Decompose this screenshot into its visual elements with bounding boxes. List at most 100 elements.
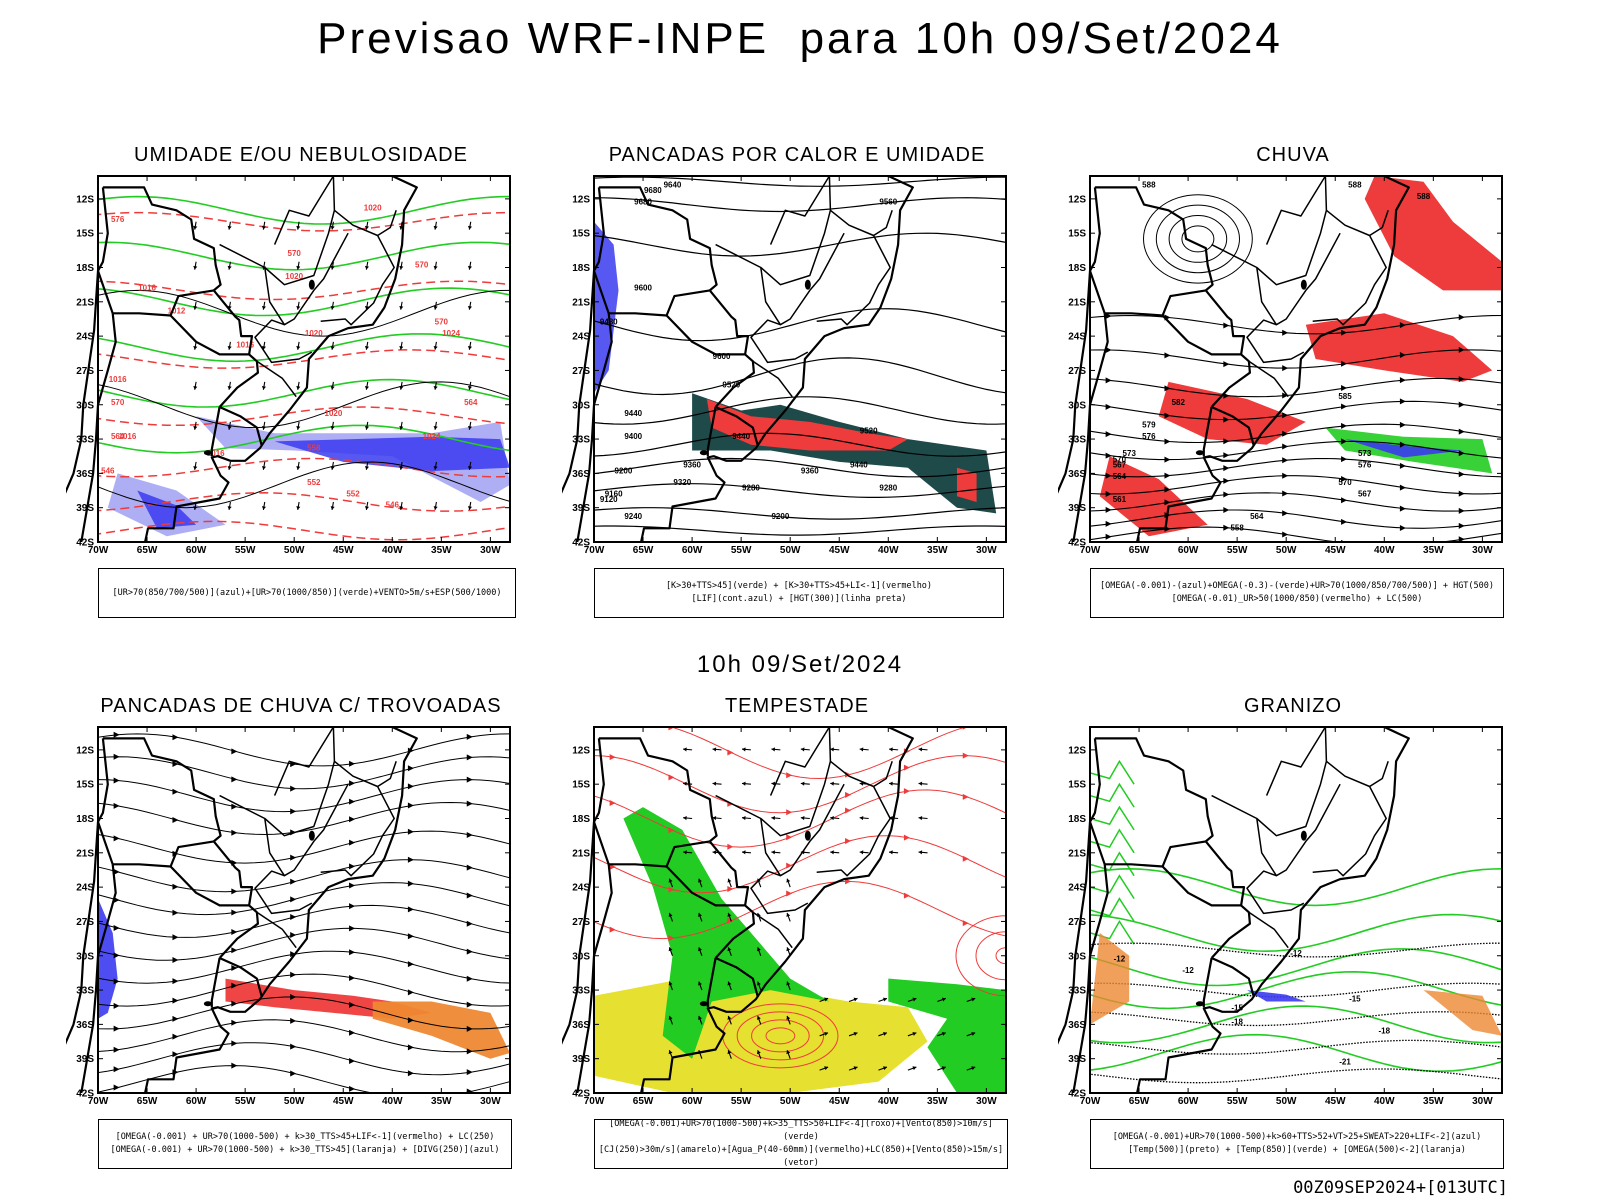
contour-label: 9560 xyxy=(879,198,897,207)
streamline-arrow xyxy=(172,934,178,940)
reservoir xyxy=(805,831,811,841)
streamline-arrow xyxy=(290,896,296,902)
lon-tick-label: 30W xyxy=(1472,545,1493,554)
lat-tick-label: 30S xyxy=(76,951,94,962)
contour-label: 570 xyxy=(1338,478,1352,487)
streamline-arrow xyxy=(467,1069,473,1075)
lat-tick-label: 33S xyxy=(1068,986,1086,997)
contour-label: -21 xyxy=(1339,1057,1351,1066)
lon-tick-label: 45W xyxy=(333,1096,354,1105)
lon-tick-label: 50W xyxy=(1276,545,1297,554)
wind-vector xyxy=(742,782,746,786)
wind-vector xyxy=(889,782,893,786)
rain-area xyxy=(1306,313,1492,382)
lat-tick-label: 21S xyxy=(572,297,590,308)
streamline-arrow xyxy=(1223,492,1229,498)
streamline-arrow xyxy=(408,906,414,912)
lon-tick-label: 55W xyxy=(731,1096,752,1105)
lat-tick-label: 33S xyxy=(572,986,590,997)
lat-tick-label: 18S xyxy=(1068,263,1086,274)
lon-tick-label: 65W xyxy=(137,545,158,554)
rain-area xyxy=(1365,176,1502,290)
country-border xyxy=(1206,290,1244,354)
high-pressure-contour xyxy=(1169,216,1227,263)
state-border xyxy=(378,761,397,786)
streamline-250 xyxy=(78,734,529,766)
streamline-arrow xyxy=(1459,491,1465,497)
lon-tick-label: 30W xyxy=(976,545,997,554)
streamline-arrow xyxy=(408,1095,414,1101)
streamline-arrow xyxy=(1164,473,1170,479)
lon-tick-label: 65W xyxy=(1129,545,1150,554)
contour-label: 576 xyxy=(111,215,125,224)
streamline-arrow xyxy=(727,886,733,892)
streamline-arrow xyxy=(349,1086,355,1092)
contour-label: 558 xyxy=(307,444,321,453)
contour-label: 567 xyxy=(1358,489,1372,498)
streamline-arrow xyxy=(1106,404,1112,410)
lat-tick-label: 12S xyxy=(572,194,590,205)
streamline-arrow xyxy=(1106,521,1112,527)
lat-tick-label: 24S xyxy=(76,332,94,343)
state-border xyxy=(1249,912,1288,947)
lat-tick-label: 30S xyxy=(1068,400,1086,411)
state-border xyxy=(874,761,893,786)
state-border xyxy=(378,210,397,235)
contour-label: -12 xyxy=(1182,966,1194,975)
lat-tick-label: 36S xyxy=(1068,469,1086,480)
lon-tick-label: 35W xyxy=(431,1096,452,1105)
wind-vector xyxy=(889,747,893,751)
temp-500-contour xyxy=(1070,1040,1521,1054)
streamline-arrow xyxy=(467,976,473,982)
contour-label: 570 xyxy=(415,261,429,270)
lon-tick-label: 60W xyxy=(1178,545,1199,554)
streamline-arrow xyxy=(172,734,178,740)
streamline-arrow xyxy=(1400,463,1406,469)
streamline-arrow xyxy=(904,765,910,771)
state-border xyxy=(1247,320,1304,362)
lat-tick-label: 30S xyxy=(1068,951,1086,962)
lon-tick-label: 35W xyxy=(1423,1096,1444,1105)
contour-label: 1020 xyxy=(325,409,343,418)
lon-tick-label: 30W xyxy=(480,1096,501,1105)
streamline-arrow xyxy=(467,865,473,871)
state-border xyxy=(1267,727,1326,796)
lon-tick-label: 40W xyxy=(382,545,403,554)
streamline-arrow xyxy=(786,834,792,840)
contour-label: -15 xyxy=(1349,995,1361,1004)
lon-tick-label: 65W xyxy=(633,545,654,554)
wind-vector xyxy=(742,816,746,820)
contour-label: 9680 xyxy=(644,186,662,195)
lon-tick-label: 50W xyxy=(284,545,305,554)
contour-label: 567 xyxy=(1113,461,1127,470)
streamline-arrow xyxy=(1106,534,1112,540)
streamline-arrow xyxy=(290,932,296,938)
streamline-arrow xyxy=(1282,490,1288,496)
lon-tick-label: 70W xyxy=(88,545,109,554)
lat-tick-label: 27S xyxy=(76,917,94,928)
lon-tick-label: 40W xyxy=(382,1096,403,1105)
reservoir xyxy=(309,280,315,290)
legend-line: [OMEGA(-0.001) + UR>70(1000-500) + k>30_… xyxy=(111,1144,500,1157)
lat-tick-label: 12S xyxy=(1068,194,1086,205)
streamline-arrow xyxy=(1341,497,1347,503)
streamline-arrow xyxy=(467,832,473,838)
state-border xyxy=(1212,727,1327,836)
wind-vector xyxy=(919,850,923,854)
contour-label: -12 xyxy=(1114,954,1126,963)
lat-tick-label: 12S xyxy=(572,745,590,756)
state-border xyxy=(275,727,334,796)
lat-tick-label: 33S xyxy=(76,986,94,997)
streamline-arrow xyxy=(231,830,237,836)
humidity-contour xyxy=(78,197,529,224)
streamline-arrow xyxy=(349,949,355,955)
streamline-arrow xyxy=(349,840,355,846)
lat-tick-label: 21S xyxy=(76,848,94,859)
streamline-arrow xyxy=(408,1044,414,1050)
lon-tick-label: 40W xyxy=(1374,1096,1395,1105)
lon-tick-label: 70W xyxy=(88,1096,109,1105)
contour-label: 1016 xyxy=(138,283,156,292)
lon-tick-label: 55W xyxy=(731,545,752,554)
lat-tick-label: 24S xyxy=(572,332,590,343)
lon-tick-label: 70W xyxy=(1080,545,1101,554)
